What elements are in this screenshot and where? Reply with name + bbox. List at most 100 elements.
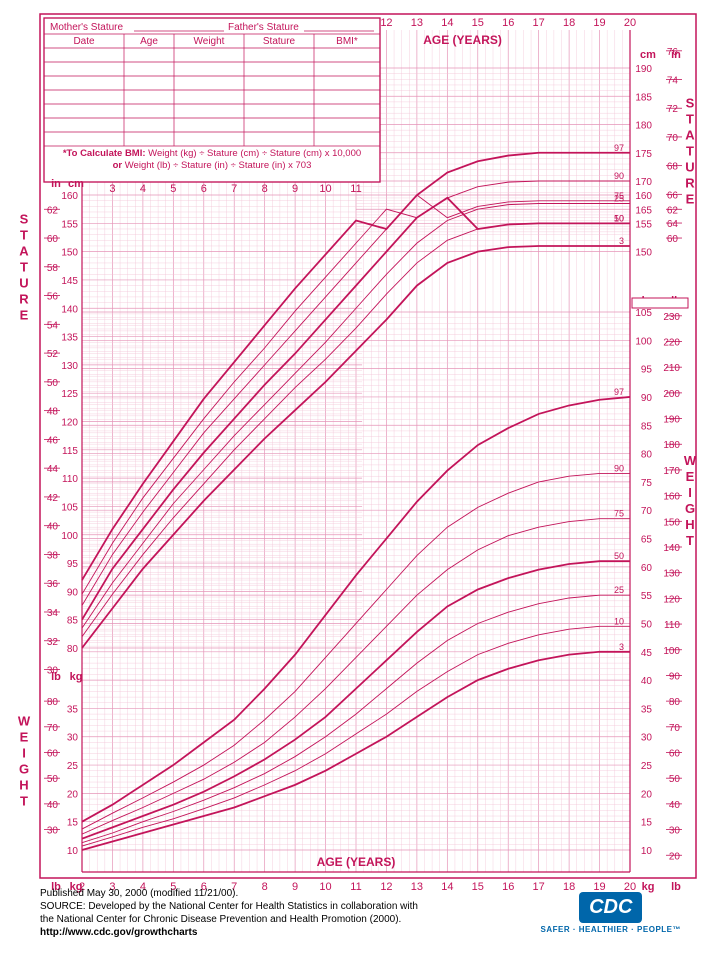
svg-text:105: 105: [635, 308, 652, 319]
svg-text:50: 50: [47, 378, 59, 389]
svg-text:75: 75: [614, 191, 624, 201]
svg-text:190: 190: [635, 64, 652, 75]
svg-text:3: 3: [109, 183, 115, 195]
svg-text:75: 75: [641, 478, 653, 489]
svg-text:90: 90: [67, 587, 79, 598]
svg-text:T: T: [686, 112, 694, 127]
svg-text:AGE (YEARS): AGE (YEARS): [423, 33, 502, 47]
svg-text:11: 11: [350, 183, 361, 195]
svg-text:E: E: [20, 729, 29, 744]
svg-text:E: E: [686, 192, 695, 207]
svg-text:100: 100: [61, 531, 78, 542]
svg-text:105: 105: [61, 502, 78, 513]
svg-text:135: 135: [61, 333, 78, 344]
svg-text:155: 155: [635, 219, 652, 230]
svg-text:A: A: [19, 243, 29, 258]
svg-text:60: 60: [47, 749, 59, 760]
svg-text:W: W: [18, 713, 31, 728]
svg-text:180: 180: [663, 440, 680, 451]
cdc-logo: CDC: [579, 892, 642, 923]
svg-text:in: in: [51, 178, 61, 190]
svg-text:97: 97: [614, 387, 624, 397]
svg-text:38: 38: [47, 550, 59, 561]
svg-text:R: R: [19, 291, 29, 306]
svg-text:W: W: [684, 453, 697, 468]
svg-text:16: 16: [502, 17, 514, 29]
svg-text:66: 66: [667, 190, 679, 201]
svg-text:cm: cm: [68, 178, 84, 190]
svg-text:I: I: [22, 745, 26, 760]
svg-text:75: 75: [614, 509, 624, 519]
svg-text:110: 110: [62, 474, 78, 485]
svg-text:34: 34: [47, 608, 59, 619]
svg-text:100: 100: [635, 336, 652, 347]
svg-text:18: 18: [563, 17, 575, 29]
svg-text:54: 54: [47, 320, 59, 331]
svg-text:55: 55: [641, 591, 653, 602]
svg-text:50: 50: [641, 619, 653, 630]
svg-text:R: R: [685, 176, 695, 191]
svg-text:4: 4: [140, 183, 146, 195]
svg-text:125: 125: [61, 389, 78, 400]
svg-text:70: 70: [641, 506, 653, 517]
svg-text:140: 140: [663, 543, 680, 554]
svg-text:S: S: [686, 96, 695, 111]
svg-text:220: 220: [663, 337, 680, 348]
svg-text:80: 80: [669, 697, 681, 708]
svg-text:155: 155: [61, 219, 78, 230]
svg-text:T: T: [20, 793, 28, 808]
svg-text:56: 56: [47, 292, 59, 303]
svg-text:lb: lb: [51, 671, 61, 683]
svg-text:15: 15: [641, 818, 653, 829]
svg-text:30: 30: [669, 826, 681, 837]
svg-text:130: 130: [663, 569, 680, 580]
svg-text:110: 110: [664, 620, 680, 631]
svg-text:15: 15: [67, 818, 79, 829]
svg-text:50: 50: [47, 774, 59, 785]
svg-text:Mother's Stature: Mother's Stature: [50, 22, 123, 33]
svg-text:95: 95: [67, 559, 79, 570]
svg-text:A: A: [685, 128, 695, 143]
svg-text:S: S: [20, 211, 29, 226]
svg-text:10: 10: [319, 183, 331, 195]
svg-text:16: 16: [502, 881, 514, 893]
svg-text:G: G: [685, 501, 695, 516]
svg-text:160: 160: [61, 191, 78, 202]
svg-text:72: 72: [667, 104, 679, 115]
svg-text:74: 74: [667, 76, 679, 87]
svg-text:68: 68: [667, 162, 679, 173]
svg-text:E: E: [686, 469, 695, 484]
svg-text:210: 210: [663, 363, 680, 374]
svg-text:185: 185: [635, 92, 652, 103]
svg-text:60: 60: [47, 234, 59, 245]
svg-text:G: G: [19, 761, 29, 776]
svg-text:10: 10: [641, 846, 653, 857]
cdc-logo-block: CDC SAFER · HEALTHIER · PEOPLE™: [541, 892, 681, 934]
svg-text:U: U: [685, 160, 694, 175]
svg-text:40: 40: [47, 800, 59, 811]
svg-text:80: 80: [641, 450, 653, 461]
svg-text:25: 25: [641, 761, 653, 772]
svg-text:U: U: [19, 275, 28, 290]
svg-text:Weight: Weight: [194, 36, 225, 47]
svg-text:20: 20: [641, 789, 653, 800]
svg-text:Age: Age: [140, 36, 158, 47]
svg-text:17: 17: [533, 17, 545, 29]
svg-text:T: T: [20, 259, 28, 274]
svg-text:50: 50: [614, 551, 624, 561]
svg-text:64: 64: [667, 219, 679, 230]
svg-text:100: 100: [663, 646, 680, 657]
svg-text:35: 35: [641, 704, 653, 715]
source-url: http://www.cdc.gov/growthcharts: [40, 926, 490, 939]
svg-text:T: T: [20, 227, 28, 242]
svg-text:I: I: [688, 485, 692, 500]
svg-text:25: 25: [614, 585, 624, 595]
svg-text:10: 10: [67, 846, 79, 857]
svg-text:15: 15: [472, 17, 484, 29]
svg-text:85: 85: [67, 616, 79, 627]
svg-text:H: H: [685, 517, 694, 532]
svg-text:AGE (YEARS): AGE (YEARS): [317, 855, 396, 869]
svg-text:165: 165: [635, 205, 652, 216]
published-line: Published May 30, 2000 (modified 11/21/0…: [40, 887, 490, 900]
source-line-2: the National Center for Chronic Disease …: [40, 913, 490, 926]
